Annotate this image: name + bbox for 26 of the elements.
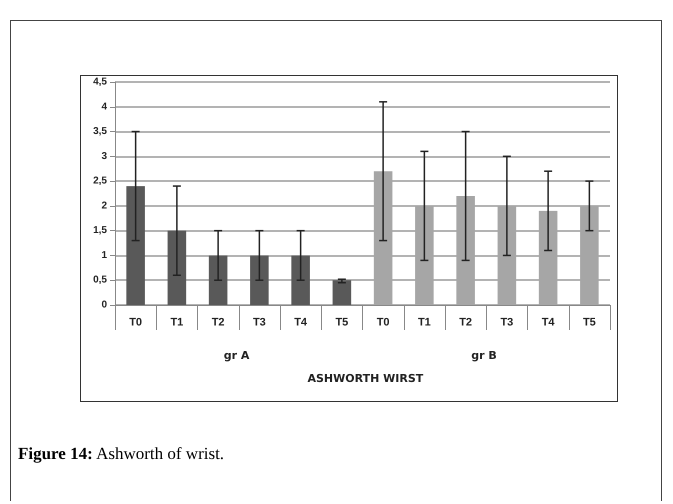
y-tick-label: 2 [101,200,108,212]
text: gr A [224,349,250,362]
x-tick-label: T3 [500,316,514,328]
x-tick-label: T0 [376,316,390,328]
x-tick-label: T5 [335,316,348,328]
x-tick-label: T0 [129,316,142,328]
y-tick-label: 2,5 [93,176,108,187]
text: gr B [471,349,497,362]
y-tick-label: 3,5 [93,126,108,138]
x-tick-label: T4 [294,316,308,328]
x-tick-label: T2 [459,316,472,328]
y-tick-label: 3 [101,150,108,162]
caption: Figure 14: Ashworth of wrist. [18,444,224,464]
x-tick-label: T5 [582,316,596,328]
y-tick-label: 4 [101,101,108,112]
x-tick-label: T1 [170,316,184,328]
x-axis-title: ASHWORTH WIRST [308,372,424,385]
x-tick-label: T3 [252,316,266,328]
x-tick-label: T1 [418,316,431,328]
x-tick-label: T4 [542,316,556,328]
y-tick-label: 1 [101,250,108,261]
y-tick-label: 4,5 [93,76,108,88]
x-tick-label: T2 [212,316,225,328]
y-tick-label: 0 [101,300,108,310]
y-tick-label: 1,5 [93,225,108,236]
y-tick-label: 0,5 [93,274,108,286]
